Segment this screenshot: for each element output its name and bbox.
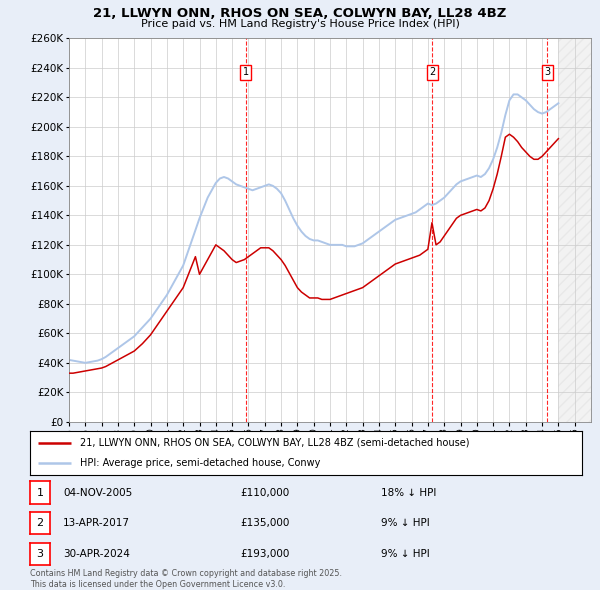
Text: 13-APR-2017: 13-APR-2017 <box>63 519 130 528</box>
Text: 3: 3 <box>37 549 43 559</box>
Bar <box>559 38 591 422</box>
Text: 1: 1 <box>37 488 43 497</box>
Text: 1: 1 <box>243 67 249 77</box>
Text: 3: 3 <box>544 67 551 77</box>
Text: 21, LLWYN ONN, RHOS ON SEA, COLWYN BAY, LL28 4BZ (semi-detached house): 21, LLWYN ONN, RHOS ON SEA, COLWYN BAY, … <box>80 438 469 448</box>
Text: 30-APR-2024: 30-APR-2024 <box>63 549 130 559</box>
Text: 18% ↓ HPI: 18% ↓ HPI <box>381 488 436 497</box>
Text: £193,000: £193,000 <box>240 549 289 559</box>
Text: 2: 2 <box>37 519 43 528</box>
Text: £135,000: £135,000 <box>240 519 289 528</box>
Text: 2: 2 <box>430 67 436 77</box>
Text: 9% ↓ HPI: 9% ↓ HPI <box>381 549 430 559</box>
Text: 21, LLWYN ONN, RHOS ON SEA, COLWYN BAY, LL28 4BZ: 21, LLWYN ONN, RHOS ON SEA, COLWYN BAY, … <box>94 7 506 20</box>
Text: 9% ↓ HPI: 9% ↓ HPI <box>381 519 430 528</box>
Text: £110,000: £110,000 <box>240 488 289 497</box>
Text: Contains HM Land Registry data © Crown copyright and database right 2025.
This d: Contains HM Land Registry data © Crown c… <box>30 569 342 589</box>
Text: 04-NOV-2005: 04-NOV-2005 <box>63 488 132 497</box>
Text: Price paid vs. HM Land Registry's House Price Index (HPI): Price paid vs. HM Land Registry's House … <box>140 19 460 29</box>
Text: HPI: Average price, semi-detached house, Conwy: HPI: Average price, semi-detached house,… <box>80 458 320 468</box>
